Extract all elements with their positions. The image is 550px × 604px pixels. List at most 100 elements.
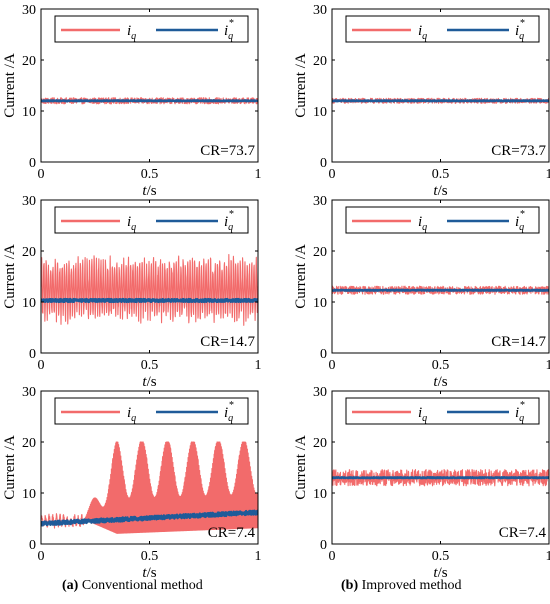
legend-label-iq-ref-sub: q	[228, 222, 233, 233]
x-axis-label: t/s	[433, 183, 447, 199]
legend-label-iq-ref-sub: q	[519, 31, 524, 42]
y-tick-label: 10	[22, 105, 36, 120]
caption-tag: (b)	[341, 578, 359, 593]
x-tick-label: 0	[329, 358, 336, 373]
x-tick-label: 0	[329, 167, 336, 182]
legend-label-iq-ref-base: i	[515, 405, 519, 421]
x-tick-label: 0.5	[432, 167, 450, 182]
cr-annotation: CR=73.7	[200, 143, 255, 159]
legend-label-iq: iq	[127, 405, 136, 424]
series-iq-ref-line	[332, 99, 549, 103]
x-tick-label: 0.5	[141, 167, 159, 182]
caption-tag: (a)	[62, 578, 79, 593]
x-tick-label: 0	[38, 167, 45, 182]
legend-label-iq-ref-sup: *	[520, 18, 525, 29]
caption-conventional: (a) Conventional method	[62, 578, 203, 594]
legend-label-iq-ref: iq	[224, 405, 233, 424]
legend: iq iq*	[54, 397, 249, 425]
legend-label-iq-ref-sup: *	[229, 18, 234, 29]
y-tick-label: 30	[22, 3, 36, 18]
y-axis-label: Current /A	[293, 53, 309, 118]
legend-label-iq-ref-sup: *	[229, 209, 234, 220]
legend-label-iq-ref: iq	[515, 405, 524, 424]
x-axis-label-unit: /s	[438, 374, 448, 390]
legend-label-iq-base: i	[418, 23, 422, 39]
x-tick-label: 0	[329, 549, 336, 564]
legend-label-iq-ref-sub: q	[519, 222, 524, 233]
y-tick-label: 0	[29, 347, 36, 362]
legend-label-iq: iq	[418, 214, 427, 233]
legend-label-iq-ref: iq	[224, 23, 233, 42]
x-axis-label-var: t	[433, 565, 438, 581]
y-tick-label: 30	[313, 3, 327, 18]
legend-label-iq: iq	[127, 23, 136, 42]
legend-label-iq: iq	[127, 214, 136, 233]
legend-label-iq-ref-sup: *	[520, 209, 525, 220]
series-group	[41, 441, 258, 534]
x-tick-label: 0.5	[141, 549, 159, 564]
x-axis-label: t/s	[142, 565, 156, 581]
x-axis-label: t/s	[142, 183, 156, 199]
legend-label-iq-ref-sup: *	[229, 400, 234, 411]
series-group	[41, 253, 258, 326]
y-tick-label: 20	[22, 54, 36, 69]
y-tick-label: 30	[22, 385, 36, 400]
legend: iq iq*	[345, 206, 540, 234]
x-axis-label: t/s	[433, 565, 447, 581]
x-tick-label: 1	[255, 358, 262, 373]
legend-label-iq-sub: q	[131, 222, 136, 233]
legend-label-iq-ref: iq	[515, 23, 524, 42]
legend-label-iq-ref: iq	[224, 214, 233, 233]
y-tick-label: 10	[22, 487, 36, 502]
x-axis-label-var: t	[142, 565, 147, 581]
x-axis-label-var: t	[142, 183, 147, 199]
series-iq-ref-line	[41, 99, 258, 103]
legend-label-iq-sub: q	[422, 413, 427, 424]
x-axis-label-var: t	[433, 374, 438, 390]
x-tick-label: 0.5	[432, 549, 450, 564]
y-tick-label: 0	[29, 538, 36, 553]
series-group	[332, 285, 549, 295]
cr-annotation: CR=73.7	[491, 143, 546, 159]
series-iq-line	[41, 253, 258, 326]
legend-label-iq-ref-sub: q	[228, 31, 233, 42]
y-tick-label: 10	[313, 105, 327, 120]
cr-annotation: CR=14.7	[200, 334, 255, 350]
x-tick-label: 1	[546, 549, 550, 564]
legend-label-iq: iq	[418, 405, 427, 424]
series-group	[332, 97, 549, 104]
y-tick-label: 30	[313, 194, 327, 209]
x-axis-label: t/s	[433, 374, 447, 390]
y-axis-label: Current /A	[2, 53, 18, 118]
y-tick-label: 20	[313, 245, 327, 260]
y-tick-label: 10	[22, 296, 36, 311]
caption-text: Improved method	[358, 578, 462, 593]
cr-annotation: CR=7.4	[499, 525, 547, 541]
y-tick-label: 20	[313, 54, 327, 69]
legend-label-iq-ref-sub: q	[519, 413, 524, 424]
x-axis-label-unit: /s	[147, 183, 157, 199]
legend: iq iq*	[54, 206, 249, 234]
legend-label-iq-ref-base: i	[224, 23, 228, 39]
legend: iq iq*	[345, 397, 540, 425]
x-tick-label: 1	[546, 358, 550, 373]
y-tick-label: 10	[313, 487, 327, 502]
y-axis-label: Current /A	[2, 244, 18, 309]
y-axis-label: Current /A	[2, 435, 18, 500]
legend-label-iq-sub: q	[422, 31, 427, 42]
y-tick-label: 20	[22, 245, 36, 260]
legend-label-iq-base: i	[418, 214, 422, 230]
legend-label-iq-sub: q	[422, 222, 427, 233]
caption-text: Conventional method	[78, 578, 203, 593]
x-axis-label: t/s	[142, 374, 156, 390]
cr-annotation: CR=14.7	[491, 334, 546, 350]
y-tick-label: 0	[320, 156, 327, 171]
y-axis-label: Current /A	[293, 435, 309, 500]
x-axis-label-unit: /s	[147, 565, 157, 581]
legend-label-iq-base: i	[127, 23, 131, 39]
x-axis-label-unit: /s	[147, 374, 157, 390]
